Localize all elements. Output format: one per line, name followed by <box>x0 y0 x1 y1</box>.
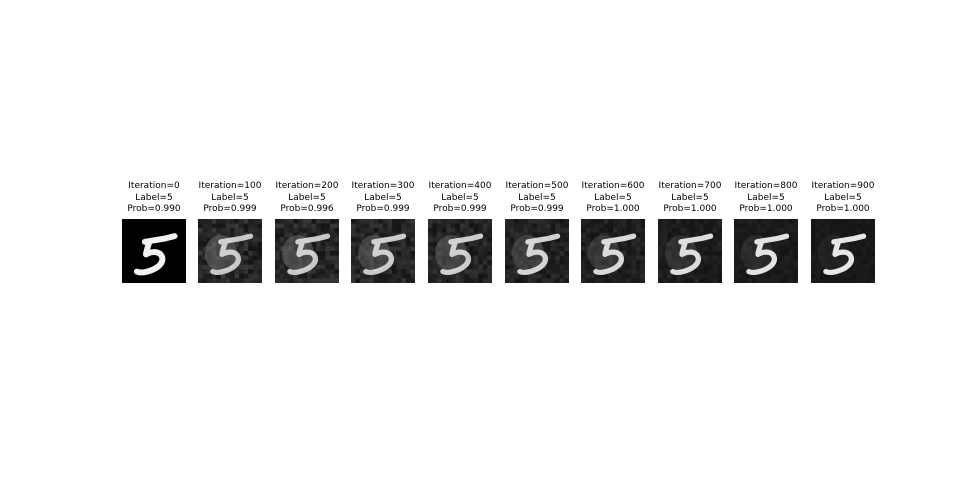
digit-image <box>122 219 186 283</box>
digit-image <box>658 219 722 283</box>
digit-image <box>275 219 339 283</box>
digit-five-stroke <box>517 233 561 276</box>
caption-label: Label=5 <box>671 192 709 203</box>
caption-label: Label=5 <box>518 192 556 203</box>
digit-image <box>351 219 415 283</box>
caption-label: Label=5 <box>364 192 402 203</box>
caption-iteration: Iteration=700 <box>658 181 722 191</box>
panel-caption: Iteration=700 Label=5 Prob=1.000 <box>640 181 740 216</box>
digit-image <box>581 219 645 283</box>
caption-prob: Prob=0.999 <box>203 204 257 214</box>
digit-five-stroke <box>823 233 867 276</box>
digit-image <box>428 219 492 283</box>
digit-image <box>734 219 798 283</box>
caption-iteration: Iteration=600 <box>581 181 645 191</box>
panel-caption: Iteration=300 Label=5 Prob=0.999 <box>333 181 433 216</box>
digit-five-stroke <box>440 233 484 276</box>
caption-iteration: Iteration=0 <box>128 181 180 191</box>
caption-prob: Prob=1.000 <box>739 204 793 214</box>
caption-prob: Prob=0.990 <box>127 204 181 214</box>
caption-prob: Prob=0.999 <box>356 204 410 214</box>
caption-label: Label=5 <box>135 192 173 203</box>
panel-caption: Iteration=400 Label=5 Prob=0.999 <box>410 181 510 216</box>
panel-caption: Iteration=600 Label=5 Prob=1.000 <box>563 181 663 216</box>
panel-caption: Iteration=200 Label=5 Prob=0.996 <box>257 181 357 216</box>
caption-iteration: Iteration=300 <box>351 181 415 191</box>
caption-iteration: Iteration=500 <box>505 181 569 191</box>
digit-five-stroke <box>287 233 331 276</box>
panel-caption: Iteration=100 Label=5 Prob=0.999 <box>180 181 280 216</box>
caption-label: Label=5 <box>441 192 479 203</box>
caption-label: Label=5 <box>288 192 326 203</box>
caption-prob: Prob=0.999 <box>510 204 564 214</box>
caption-prob: Prob=0.996 <box>280 204 334 214</box>
digit-image <box>811 219 875 283</box>
digit-image <box>198 219 262 283</box>
caption-label: Label=5 <box>211 192 249 203</box>
caption-iteration: Iteration=400 <box>428 181 492 191</box>
digit-five-stroke <box>670 233 714 276</box>
caption-iteration: Iteration=200 <box>275 181 339 191</box>
panel-caption: Iteration=500 Label=5 Prob=0.999 <box>487 181 587 216</box>
caption-iteration: Iteration=800 <box>734 181 798 191</box>
caption-label: Label=5 <box>747 192 785 203</box>
caption-prob: Prob=1.000 <box>663 204 717 214</box>
caption-prob: Prob=1.000 <box>586 204 640 214</box>
digit-five-stroke <box>593 233 637 276</box>
digit-five-stroke <box>210 233 254 276</box>
digit-five-stroke <box>133 233 178 276</box>
digit-image <box>505 219 569 283</box>
digit-five-stroke <box>746 233 790 276</box>
caption-prob: Prob=1.000 <box>816 204 870 214</box>
digit-five-stroke <box>363 233 407 276</box>
caption-iteration: Iteration=900 <box>811 181 875 191</box>
panel-caption: Iteration=900 Label=5 Prob=1.000 <box>793 181 893 216</box>
panel-caption: Iteration=0 Label=5 Prob=0.990 <box>104 181 204 216</box>
caption-label: Label=5 <box>824 192 862 203</box>
caption-iteration: Iteration=100 <box>198 181 262 191</box>
caption-label: Label=5 <box>594 192 632 203</box>
caption-prob: Prob=0.999 <box>433 204 487 214</box>
panel-caption: Iteration=800 Label=5 Prob=1.000 <box>716 181 816 216</box>
